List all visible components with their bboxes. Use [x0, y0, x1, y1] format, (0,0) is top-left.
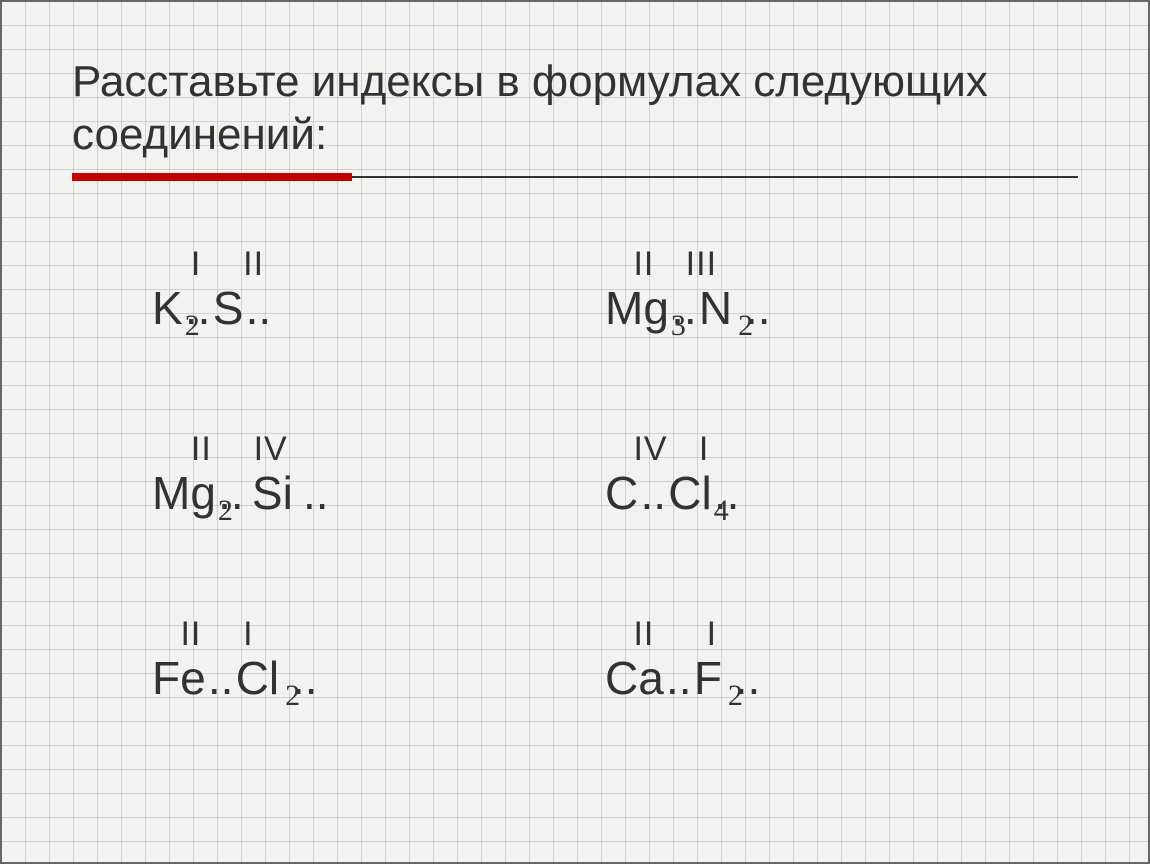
- row-3: II I Fe..Cl ..2 II I Ca..F ..2: [152, 617, 1058, 701]
- content-area: I II K..2S.. II III Mg..3N ..2 II IV Mg.…: [152, 247, 1058, 822]
- dots: ..3: [669, 285, 699, 331]
- dots: ..: [206, 655, 236, 701]
- subscript: 2: [728, 681, 743, 711]
- element: K: [152, 285, 183, 331]
- formula: Mg..3N ..2: [605, 285, 766, 331]
- dots: ..2: [722, 655, 756, 701]
- row-1: I II K..2S.. II III Mg..3N ..2: [152, 247, 1058, 331]
- title-block: Расставьте индексы в формулах следующих …: [72, 56, 1078, 178]
- subscript: 2: [738, 311, 753, 341]
- cell-3-left: II I Fe..Cl ..2: [152, 617, 605, 701]
- element: Ca: [605, 655, 664, 701]
- element: Cl: [236, 655, 279, 701]
- subscript: 3: [671, 311, 686, 341]
- element: Mg: [152, 470, 216, 516]
- subscript: 4: [714, 496, 729, 526]
- dots: ..: [638, 470, 668, 516]
- element: Mg: [605, 285, 669, 331]
- row-2: II IV Mg..2Si.. IV I C..Cl..4: [152, 432, 1058, 516]
- subscript: 2: [185, 311, 200, 341]
- valences: IV I: [605, 432, 1058, 466]
- formula: K..2S..: [152, 285, 273, 331]
- cell-2-left: II IV Mg..2Si..: [152, 432, 605, 516]
- dots: ..2: [183, 285, 213, 331]
- element: Si: [252, 470, 293, 516]
- element: F: [694, 655, 722, 701]
- valences: II I: [605, 617, 1058, 651]
- formula: Mg..2Si..: [152, 470, 331, 516]
- dots: ..2: [732, 285, 766, 331]
- cell-3-right: II I Ca..F ..2: [605, 617, 1058, 701]
- title-underline: [72, 176, 1078, 178]
- valences: II IV: [152, 432, 605, 466]
- cell-1-right: II III Mg..3N ..2: [605, 247, 1058, 331]
- subscript: 2: [285, 681, 300, 711]
- dots: ..4: [712, 470, 742, 516]
- element: S: [213, 285, 244, 331]
- valences: I II: [152, 247, 605, 281]
- dots: ..: [301, 470, 331, 516]
- formula: Fe..Cl ..2: [152, 655, 313, 701]
- element: N: [699, 285, 732, 331]
- element: Fe: [152, 655, 206, 701]
- cell-1-left: I II K..2S..: [152, 247, 605, 331]
- valences: II I: [152, 617, 605, 651]
- dots: ..: [243, 285, 273, 331]
- subscript: 2: [218, 496, 233, 526]
- formula: C..Cl..4: [605, 470, 742, 516]
- slide: Расставьте индексы в формулах следующих …: [0, 0, 1150, 864]
- dots: ..2: [216, 470, 246, 516]
- slide-title: Расставьте индексы в формулах следующих …: [72, 56, 1078, 162]
- cell-2-right: IV I C..Cl..4: [605, 432, 1058, 516]
- dots: ..: [664, 655, 694, 701]
- formula: Ca..F ..2: [605, 655, 756, 701]
- element: C: [605, 470, 638, 516]
- valences: II III: [605, 247, 1058, 281]
- dots: ..2: [279, 655, 313, 701]
- element: Cl: [668, 470, 711, 516]
